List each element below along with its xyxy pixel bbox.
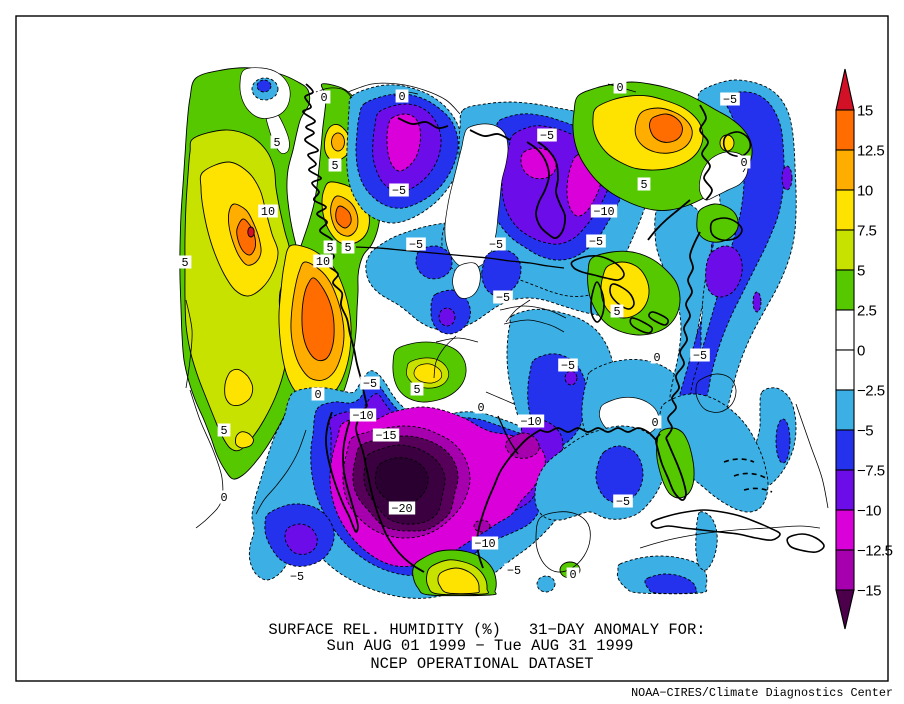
svg-text:5: 5 bbox=[413, 383, 420, 397]
svg-text:−12.5: −12.5 bbox=[857, 543, 893, 560]
svg-text:0: 0 bbox=[740, 156, 747, 170]
svg-text:−10: −10 bbox=[474, 537, 495, 551]
svg-text:−10: −10 bbox=[520, 415, 541, 429]
svg-text:7.5: 7.5 bbox=[857, 223, 877, 240]
svg-text:−5: −5 bbox=[589, 235, 603, 249]
svg-text:Sun AUG 01 1999 − Tue AUG 31 1: Sun AUG 01 1999 − Tue AUG 31 1999 bbox=[327, 637, 634, 655]
svg-text:NCEP OPERATIONAL DATASET: NCEP OPERATIONAL DATASET bbox=[370, 655, 593, 673]
svg-text:10: 10 bbox=[857, 183, 873, 200]
svg-text:5: 5 bbox=[331, 159, 338, 173]
svg-text:SURFACE REL. HUMIDITY (%) 31: SURFACE REL. HUMIDITY (%) 31−DAY ANOMALY… bbox=[268, 621, 705, 639]
svg-text:−5: −5 bbox=[857, 423, 873, 440]
svg-text:0: 0 bbox=[477, 401, 484, 415]
svg-text:−5: −5 bbox=[489, 238, 503, 252]
svg-text:5: 5 bbox=[326, 241, 333, 255]
svg-text:−10: −10 bbox=[857, 503, 881, 520]
svg-text:0: 0 bbox=[651, 416, 658, 430]
svg-text:NOAA−CIRES/Climate Diagnostics: NOAA−CIRES/Climate Diagnostics Center bbox=[631, 686, 893, 699]
svg-text:−7.5: −7.5 bbox=[857, 463, 885, 480]
svg-text:0: 0 bbox=[220, 491, 227, 505]
svg-text:−10: −10 bbox=[593, 205, 614, 219]
svg-text:−2.5: −2.5 bbox=[857, 383, 885, 400]
svg-text:−5: −5 bbox=[392, 184, 406, 198]
svg-text:5: 5 bbox=[220, 424, 227, 438]
svg-text:−5: −5 bbox=[693, 349, 707, 363]
svg-text:5: 5 bbox=[181, 256, 188, 270]
svg-text:5: 5 bbox=[273, 136, 280, 150]
svg-text:5: 5 bbox=[857, 263, 865, 280]
svg-text:0: 0 bbox=[616, 81, 623, 95]
svg-text:−5: −5 bbox=[540, 129, 554, 143]
svg-text:−5: −5 bbox=[561, 359, 575, 373]
svg-text:−10: −10 bbox=[352, 409, 373, 423]
svg-text:−5: −5 bbox=[507, 564, 521, 578]
svg-text:12.5: 12.5 bbox=[857, 143, 884, 160]
svg-text:5: 5 bbox=[344, 241, 351, 255]
svg-text:15: 15 bbox=[857, 103, 873, 120]
svg-text:2.5: 2.5 bbox=[857, 303, 877, 320]
svg-text:5: 5 bbox=[640, 178, 647, 192]
svg-text:0: 0 bbox=[398, 90, 405, 104]
svg-text:−5: −5 bbox=[616, 495, 630, 509]
svg-text:−5: −5 bbox=[496, 291, 510, 305]
svg-text:0: 0 bbox=[653, 351, 660, 365]
svg-text:5: 5 bbox=[613, 305, 620, 319]
svg-text:10: 10 bbox=[316, 255, 330, 269]
svg-text:−5: −5 bbox=[723, 93, 737, 107]
svg-text:−5: −5 bbox=[290, 570, 304, 584]
svg-text:−5: −5 bbox=[409, 238, 423, 252]
svg-text:−5: −5 bbox=[363, 377, 377, 391]
svg-text:10: 10 bbox=[261, 205, 275, 219]
svg-text:0: 0 bbox=[857, 343, 865, 360]
svg-text:0: 0 bbox=[314, 388, 321, 402]
svg-text:0: 0 bbox=[569, 568, 576, 582]
svg-text:−15: −15 bbox=[375, 429, 396, 443]
svg-text:−15: −15 bbox=[857, 583, 881, 600]
svg-text:−20: −20 bbox=[391, 502, 412, 516]
svg-text:0: 0 bbox=[320, 91, 327, 105]
